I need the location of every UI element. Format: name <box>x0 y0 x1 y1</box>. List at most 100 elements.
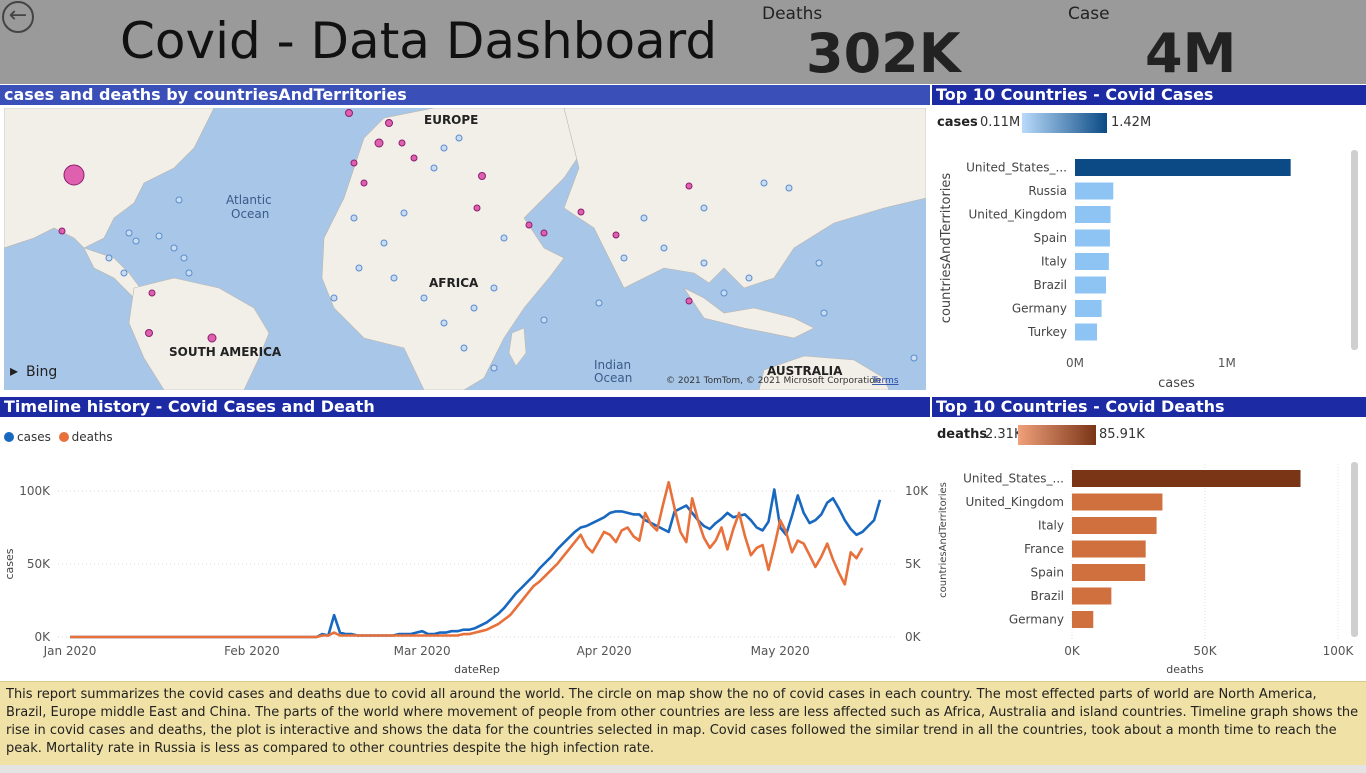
bar-category-label: Italy <box>1038 519 1064 533</box>
map-label-indian-1: Indian <box>594 358 631 372</box>
bar-turkey <box>1075 323 1098 341</box>
bar-united-states- <box>1072 470 1301 487</box>
bar-italy <box>1072 517 1157 534</box>
bar-spain <box>1075 229 1110 247</box>
top-deaths-legend-label: deaths <box>937 427 988 442</box>
top-deaths-legend-max: 85.91K <box>1099 427 1145 442</box>
bar-france <box>1072 540 1146 558</box>
australia-land <box>758 355 890 390</box>
bar-category-label: United_Kingdom <box>965 495 1064 509</box>
timeline-x-axis-title: dateRep <box>454 663 500 676</box>
top-cases-legend-max: 1.42M <box>1111 115 1152 130</box>
map-terms-link[interactable]: Terms <box>871 376 899 386</box>
cases-kpi-label: Case <box>1068 4 1110 24</box>
timeline-legend: cases deaths <box>4 430 113 444</box>
bar-category-label: Brazil <box>1031 589 1065 603</box>
top-cases-legend-min: 0.11M <box>980 115 1021 130</box>
world-map[interactable]: EUROPE Atlantic Ocean AFRICA SOUTH AMERI… <box>4 108 926 390</box>
bar-category-label: Turkey <box>1027 325 1067 339</box>
map-label-south-america: SOUTH AMERICA <box>169 345 282 359</box>
map-label-australia: AUSTRALIA <box>767 364 843 378</box>
bar-x-tick-label: 50K <box>1193 644 1217 658</box>
report-description: This report summarizes the covid cases a… <box>0 681 1366 765</box>
cases-kpi-value: 4M <box>1145 22 1237 85</box>
map-label-atlantic-2: Ocean <box>231 207 269 221</box>
bar-y-axis-title: countriesAndTerritories <box>939 173 954 324</box>
bar-category-label: Italy <box>1041 255 1067 269</box>
map-canvas[interactable]: EUROPE Atlantic Ocean AFRICA SOUTH AMERI… <box>4 108 926 390</box>
bar-brazil <box>1072 587 1112 605</box>
top-deaths-legend-gradient <box>1018 425 1096 445</box>
deaths-legend-dot-icon <box>58 432 69 442</box>
timeline-series-cases <box>70 488 882 639</box>
bar-category-label: France <box>1024 542 1064 556</box>
top-deaths-title: Top 10 Countries - Covid Deaths <box>932 397 1366 417</box>
bar-category-label: Germany <box>1012 302 1067 316</box>
bar-united-kingdom <box>1075 206 1111 223</box>
timeline-title: Timeline history - Covid Cases and Death <box>0 397 930 417</box>
top-cases-title: Top 10 Countries - Covid Cases <box>932 85 1366 105</box>
bar-x-tick-label: 0K <box>1064 644 1081 658</box>
timeline-x-tick-label: May 2020 <box>751 644 810 658</box>
asia-land <box>563 108 926 289</box>
timeline-x-tick-label: Apr 2020 <box>577 644 632 658</box>
southeast-asia-land <box>683 287 815 339</box>
madagascar-land <box>508 327 527 367</box>
bar-category-label: United_Kingdom <box>968 208 1067 222</box>
timeline-x-tick-label: Mar 2020 <box>394 644 451 658</box>
bar-spain <box>1072 564 1146 581</box>
map-copyright: © 2021 TomTom, © 2021 Microsoft Corporat… <box>666 376 880 386</box>
timeline-legend-cases: cases <box>17 430 51 444</box>
timeline-y-right-tick: 10K <box>905 484 929 498</box>
timeline-legend-deaths: deaths <box>71 430 113 444</box>
bar-germany <box>1075 300 1102 317</box>
bar-italy <box>1075 253 1109 270</box>
bar-brazil <box>1075 276 1106 294</box>
timeline-y-left-tick: 0K <box>34 630 51 644</box>
header-bar <box>0 0 1366 84</box>
top-deaths-bar-chart[interactable]: countriesAndTerritories 0K 50K 100K deaths Un… <box>932 452 1366 679</box>
deaths-kpi-value: 302K <box>806 22 961 85</box>
bar-y-axis-title: countriesAndTerritories <box>938 482 949 598</box>
timeline-series-deaths <box>70 480 864 639</box>
bar-category-label: Russia <box>1028 184 1067 198</box>
timeline-y-right-tick: 0K <box>905 630 922 644</box>
top-deaths-legend-min: 2.31K <box>985 427 1023 442</box>
europe-africa-land <box>321 108 585 390</box>
deaths-kpi-label: Deaths <box>762 4 823 24</box>
timeline-y-left-tick: 50K <box>27 557 51 571</box>
bar-united-states- <box>1075 159 1291 176</box>
bar-x-tick-label: 0M <box>1066 356 1084 370</box>
timeline-line-chart[interactable]: 0K 0K 50K 5K 100K 10K cases Jan 2020 Feb 2020 Mar… <box>0 447 930 679</box>
top-cases-scrollbar[interactable] <box>1351 150 1358 350</box>
top-cases-legend-label: cases <box>937 115 978 130</box>
bar-category-label: Brazil <box>1034 278 1068 292</box>
bar-x-axis-title: deaths <box>1166 663 1204 676</box>
bar-x-axis-title: cases <box>1158 376 1195 391</box>
north-america-land <box>4 108 215 249</box>
south-america-land <box>128 277 270 390</box>
top-deaths-scrollbar[interactable] <box>1351 462 1358 637</box>
bar-x-tick-label: 100K <box>1323 644 1355 658</box>
cases-legend-dot-icon <box>4 432 14 442</box>
page-title: Covid - Data Dashboard <box>120 12 718 70</box>
map-label-indian-2: Ocean <box>594 371 632 385</box>
top-cases-bar-chart[interactable]: countriesAndTerritories 0M 1M cases United_S… <box>932 140 1366 392</box>
bar-category-label: United_States_... <box>963 472 1064 486</box>
bar-united-kingdom <box>1072 493 1163 511</box>
timeline-y-left-tick: 100K <box>19 484 51 498</box>
bar-category-label: Spain <box>1030 566 1064 580</box>
map-label-africa: AFRICA <box>429 276 479 290</box>
timeline-y-right-tick: 5K <box>905 557 922 571</box>
bar-category-label: Germany <box>1009 613 1064 627</box>
bar-category-label: United_States_... <box>966 161 1067 175</box>
bar-germany <box>1072 611 1094 628</box>
map-label-europe: EUROPE <box>424 113 478 127</box>
bar-x-tick-label: 1M <box>1218 356 1236 370</box>
top-cases-legend-gradient <box>1022 113 1107 133</box>
map-label-atlantic-1: Atlantic <box>226 193 272 207</box>
bing-label: Bing <box>26 364 57 380</box>
map-panel-title: cases and deaths by countriesAndTerritor… <box>0 85 930 105</box>
bar-category-label: Spain <box>1033 231 1067 245</box>
back-arrow-icon[interactable]: ← <box>2 1 34 33</box>
